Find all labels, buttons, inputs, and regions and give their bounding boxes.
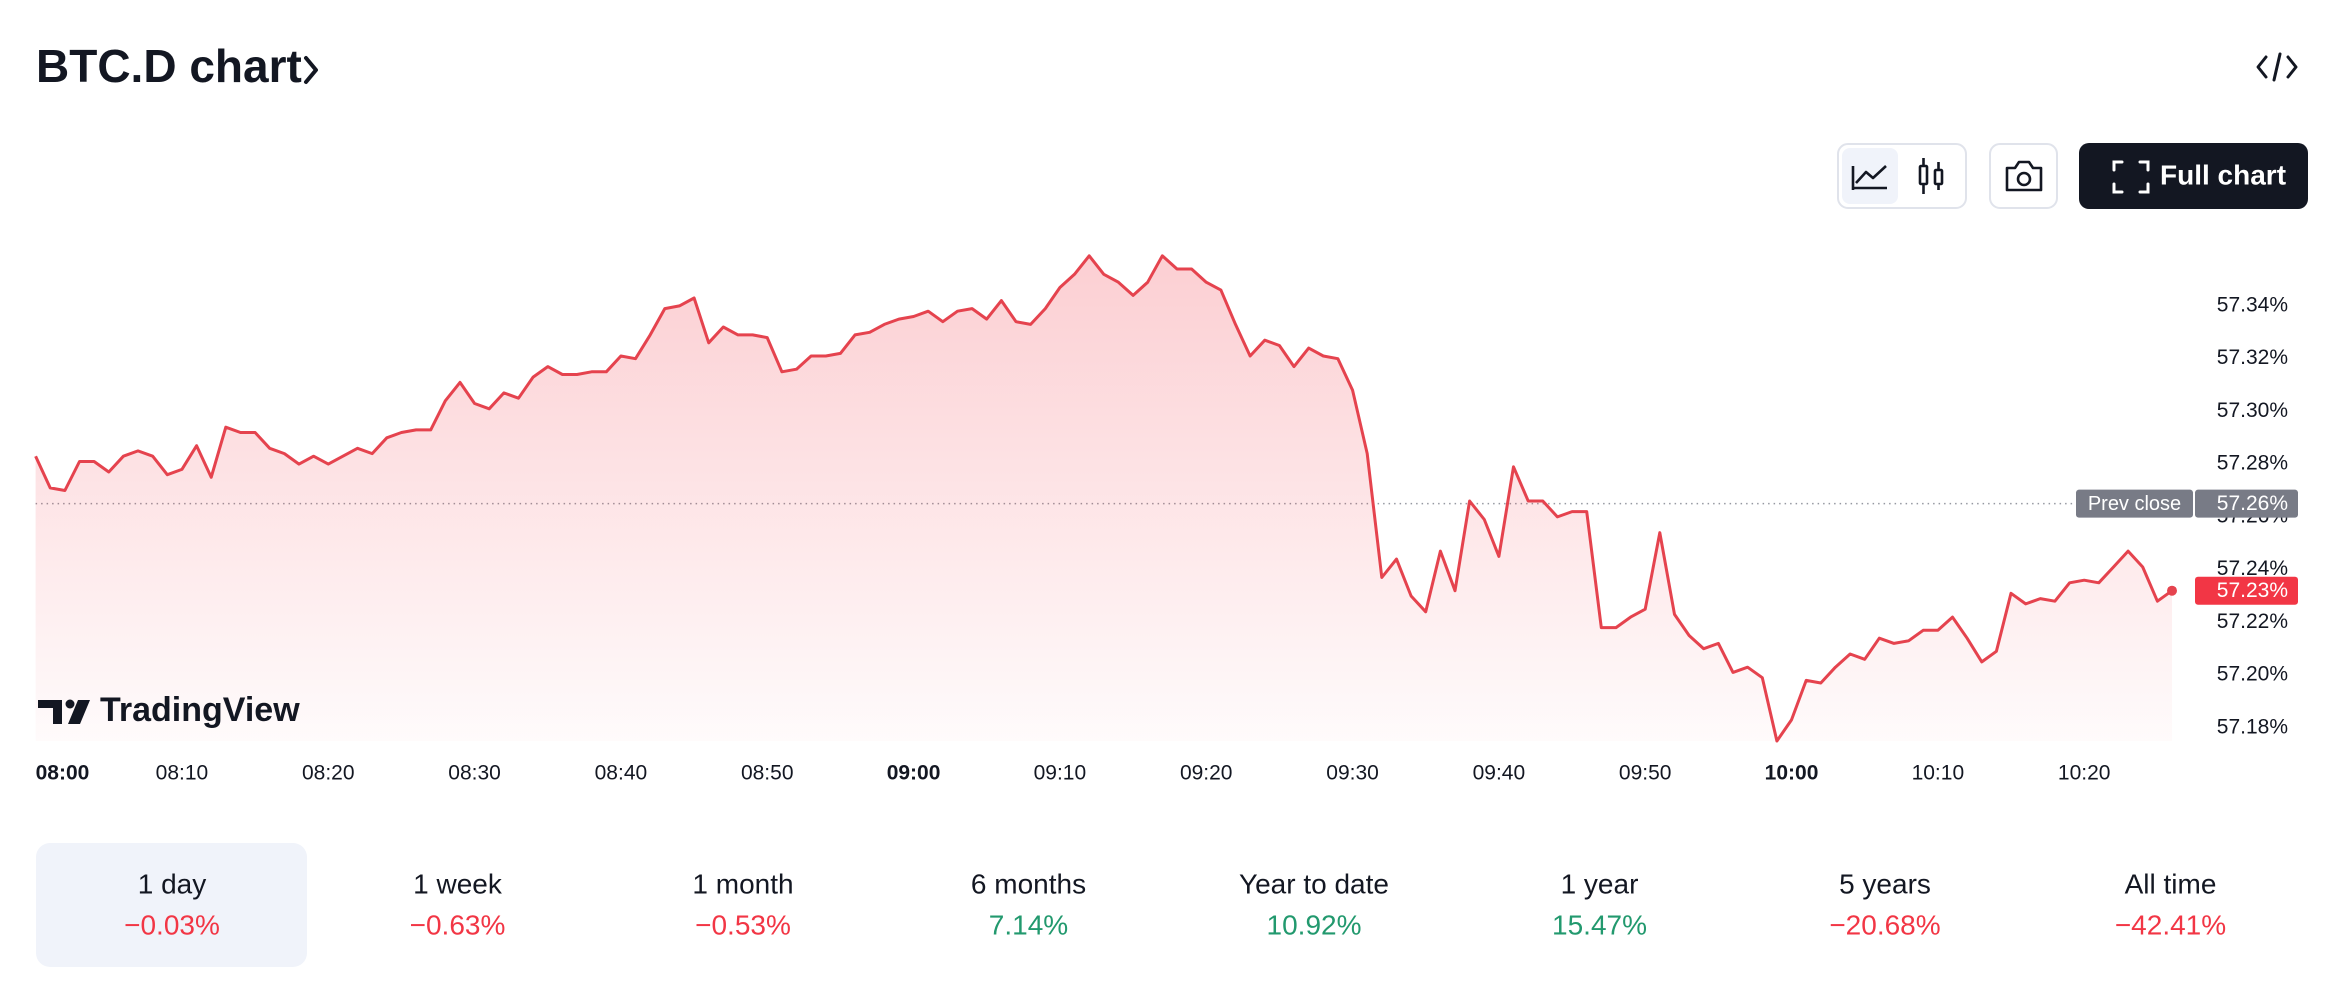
x-tick-label: 08:20	[302, 762, 355, 785]
period-tab[interactable]: All time −42.41%	[2115, 868, 2226, 940]
x-tick-label: 10:20	[2058, 762, 2111, 785]
prev-close-name: Prev close	[2088, 493, 2181, 515]
period-label[interactable]: Year to date	[1239, 868, 1389, 899]
period-label[interactable]: 1 month	[692, 868, 793, 899]
last-point	[2167, 585, 2177, 596]
camera-icon	[2005, 160, 2043, 192]
x-tick-label: 09:50	[1619, 762, 1672, 785]
x-tick-label: 09:30	[1326, 762, 1379, 785]
y-tick-label: 57.34%	[2217, 293, 2288, 316]
prev-close-value: 57.26%	[2217, 492, 2288, 515]
y-tick-label: 57.32%	[2217, 346, 2288, 369]
area-icon	[1851, 165, 1887, 190]
period-tab[interactable]: 1 day −0.03%	[36, 843, 307, 967]
x-tick-label: 08:30	[448, 762, 501, 785]
x-tick-label: 09:00	[887, 762, 941, 785]
price-line	[34, 254, 2173, 743]
period-tab[interactable]: 6 months 7.14%	[971, 868, 1086, 940]
x-tick-label: 09:40	[1473, 762, 1526, 785]
period-change[interactable]: −0.63%	[410, 909, 506, 940]
period-tabs: 1 day −0.03% 1 week −0.63% 1 month −0.53% 6 mo…	[36, 843, 2226, 967]
period-change[interactable]: −20.68%	[1829, 909, 1940, 940]
full-chart-label[interactable]: Full chart	[2160, 159, 2286, 190]
x-tick-label: 10:00	[1765, 762, 1819, 785]
y-tick-label: 57.20%	[2217, 663, 2288, 686]
period-tab[interactable]: 1 year 15.47%	[1552, 868, 1647, 940]
title-chevron[interactable]	[304, 56, 318, 84]
period-change[interactable]: −42.41%	[2115, 909, 2226, 940]
full-chart-button[interactable]	[2079, 143, 2308, 209]
period-label[interactable]: 1 year	[1561, 868, 1639, 899]
snapshot-button[interactable]	[1989, 143, 2058, 209]
period-tab[interactable]: 5 years −20.68%	[1829, 868, 1940, 940]
x-tick-label: 10:10	[1912, 762, 1965, 785]
x-tick-label: 09:10	[1034, 762, 1087, 785]
x-tick-label: 08:40	[595, 762, 648, 785]
page-title[interactable]: BTC.D chart	[36, 40, 302, 92]
plot: 57.18% 57.20% 57.22% 57.24% 57.26% 57.28% 57.3…	[34, 254, 2298, 785]
x-tick-label: 08:50	[741, 762, 794, 785]
x-tick-label: 09:20	[1180, 762, 1233, 785]
embed-icon[interactable]	[2256, 52, 2298, 82]
logo-text: TradingView	[100, 691, 300, 729]
period-change[interactable]: 7.14%	[989, 909, 1068, 940]
x-tick-label: 08:10	[156, 762, 209, 785]
candle-style-button[interactable]	[1902, 148, 1962, 204]
y-tick-label: 57.22%	[2217, 610, 2288, 633]
candle-icon	[1918, 158, 1944, 194]
period-label[interactable]: 1 day	[138, 868, 207, 899]
period-label[interactable]: 1 week	[413, 868, 503, 899]
period-label[interactable]: 5 years	[1839, 868, 1931, 899]
y-tick-label: 57.28%	[2217, 452, 2288, 475]
area-fill	[35, 255, 2172, 742]
period-change[interactable]: 15.47%	[1552, 909, 1647, 940]
period-tab[interactable]: Year to date 10.92%	[1239, 868, 1389, 940]
x-tick-label: 08:00	[36, 762, 90, 785]
fullscreen-icon	[2112, 160, 2150, 194]
prev-close-value-tag	[2195, 489, 2298, 518]
period-label[interactable]: 6 months	[971, 868, 1086, 899]
period-change[interactable]: −0.03%	[124, 909, 220, 940]
y-tick-label: 57.30%	[2217, 399, 2288, 422]
prev-close-tag	[2076, 489, 2193, 518]
period-label[interactable]: All time	[2125, 868, 2217, 899]
y-tick-label: 57.18%	[2217, 715, 2288, 738]
last-price-label: 57.23%	[2217, 579, 2288, 602]
period-tab[interactable]: 1 month −0.53%	[692, 868, 793, 940]
last-price-tag	[2195, 576, 2298, 605]
tradingview-logo: TradingView	[38, 691, 300, 729]
y-tick-label: 57.24%	[2217, 557, 2288, 580]
period-change[interactable]: 10.92%	[1267, 909, 1362, 940]
period-tab-bg[interactable]	[36, 843, 307, 967]
period-tab[interactable]: 1 week −0.63%	[410, 868, 506, 940]
period-change[interactable]: −0.53%	[695, 909, 791, 940]
